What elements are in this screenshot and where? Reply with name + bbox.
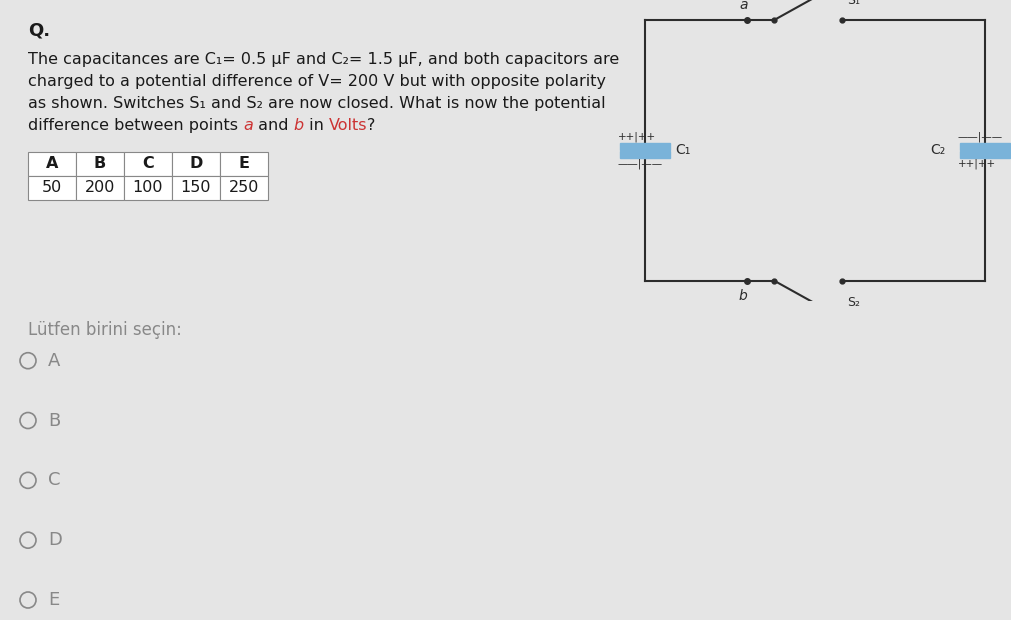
Bar (28, 152, 76, 176)
Text: Q.: Q. (28, 22, 51, 40)
Text: 150: 150 (181, 180, 211, 195)
Text: ?: ? (367, 118, 375, 133)
Text: B: B (48, 412, 61, 430)
Text: a: a (243, 118, 253, 133)
Text: E: E (48, 591, 60, 609)
Text: b: b (293, 118, 303, 133)
Bar (620, 143, 669, 150)
Text: C: C (48, 471, 61, 489)
Text: A: A (48, 352, 61, 370)
Bar (124, 152, 172, 176)
Text: S₁: S₁ (846, 0, 859, 6)
Text: 50: 50 (41, 180, 62, 195)
Text: ——|——: ——|—— (618, 159, 662, 169)
Bar (76, 176, 124, 200)
Bar (172, 176, 219, 200)
Bar (76, 152, 124, 176)
Text: Lütfen birini seçin:: Lütfen birini seçin: (28, 321, 182, 339)
Text: D: D (189, 156, 202, 172)
Bar (219, 152, 268, 176)
Text: as shown. Switches S₁ and S₂ are now closed. What is now the potential: as shown. Switches S₁ and S₂ are now clo… (28, 96, 605, 111)
Text: 200: 200 (85, 180, 115, 195)
Bar (959, 143, 1009, 150)
Bar (172, 152, 219, 176)
Bar (219, 176, 268, 200)
Text: B: B (94, 156, 106, 172)
Text: C₂: C₂ (929, 143, 944, 157)
Text: E: E (239, 156, 250, 172)
Bar (28, 176, 76, 200)
Bar (620, 151, 669, 158)
Text: in: in (303, 118, 329, 133)
Text: difference between points: difference between points (28, 118, 243, 133)
Text: The capacitances are C₁= 0.5 μF and C₂= 1.5 μF, and both capacitors are: The capacitances are C₁= 0.5 μF and C₂= … (28, 52, 619, 67)
Text: A: A (45, 156, 58, 172)
Text: charged to a potential difference of V= 200 V but with opposite polarity: charged to a potential difference of V= … (28, 74, 606, 89)
Text: ++|++: ++|++ (618, 131, 655, 142)
Text: ——|——: ——|—— (957, 131, 1002, 142)
Text: 100: 100 (132, 180, 163, 195)
Text: ++|++: ++|++ (957, 159, 995, 169)
Text: b: b (738, 289, 747, 303)
Bar (124, 176, 172, 200)
Text: C: C (142, 156, 154, 172)
Text: 250: 250 (228, 180, 259, 195)
Text: D: D (48, 531, 62, 549)
Bar (959, 151, 1009, 158)
Text: S₂: S₂ (846, 296, 859, 309)
Text: Volts: Volts (329, 118, 367, 133)
Text: C₁: C₁ (674, 143, 690, 157)
Text: and: and (253, 118, 293, 133)
Text: a: a (738, 0, 747, 12)
